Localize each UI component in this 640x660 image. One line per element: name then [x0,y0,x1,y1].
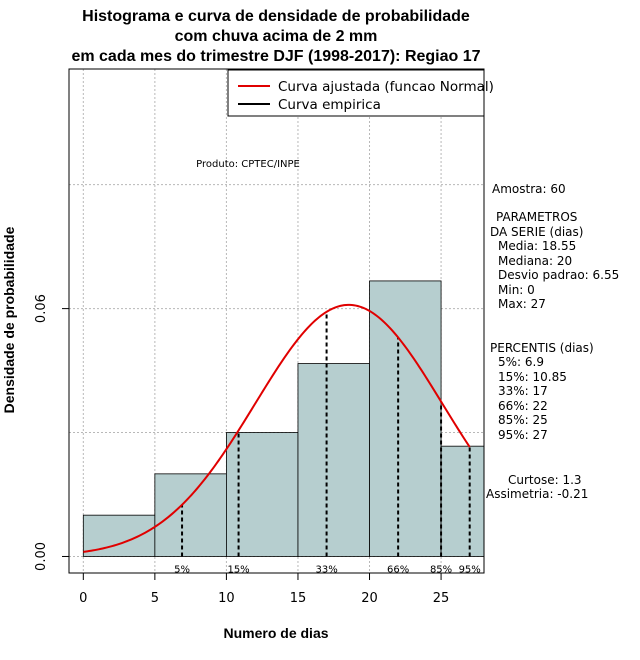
histogram-bar [226,432,299,557]
x-tick-label: 0 [79,591,87,606]
percentile-label: 15% [227,564,249,575]
stat-p5: 5%: 6.9 [498,355,544,369]
x-tick-label: 15 [290,591,307,606]
y-tick-label: 0.00 [34,542,49,571]
histogram-bar [154,473,227,557]
chart-title-line-2: com chuva acima de 2 mm [175,28,378,45]
stat-max: Max: 27 [498,297,546,311]
stat-desvio: Desvio padrao: 6.55 [498,268,619,282]
x-axis: 0 5 10 15 20 25 [79,572,450,606]
stat-curtose: Curtose: 1.3 [508,473,582,487]
y-axis-title: Densidade de probabilidade [1,226,17,413]
stat-mediana: Mediana: 20 [498,254,572,268]
stat-min: Min: 0 [498,283,535,297]
chart-title-line-1: Histograma e curva de densidade de proba… [82,8,470,25]
product-note: Produto: CPTEC/INPE [196,159,300,170]
histogram-bar [369,280,442,557]
legend-label-fit: Curva ajustada (funcao Normal) [278,79,494,95]
y-tick-label: 0.06 [34,294,49,323]
percentile-label: 33% [315,564,337,575]
chart-title-line-3: em cada mes do trimestre DJF (1998-2017)… [71,48,480,65]
stat-p85: 85%: 25 [498,413,548,427]
stat-assimetria: Assimetria: -0.21 [486,487,588,501]
y-axis: 0.00 0.06 [34,294,69,571]
legend-box [227,69,485,117]
stat-p95: 95%: 27 [498,428,548,442]
stat-amostra: Amostra: 60 [492,182,566,196]
percentile-label: 5% [174,564,190,575]
stat-param-title-2: DA SERIE (dias) [490,225,583,239]
percentile-label: 95% [459,564,481,575]
stats-panel: Amostra: 60 PARAMETROS DA SERIE (dias) M… [486,182,619,501]
percentile-label: 85% [430,564,452,575]
x-axis-title: Numero de dias [223,625,328,641]
percentile-markers: 5% 15% 33% 66% 85% 95% [174,311,481,575]
stat-p33: 33%: 17 [498,384,548,398]
x-tick-label: 20 [361,591,378,606]
x-tick-label: 10 [218,591,235,606]
legend-label-empirical: Curva empirica [278,97,381,113]
x-tick-label: 25 [433,591,450,606]
histogram-bar [440,445,485,557]
stat-media: Media: 18.55 [498,239,576,253]
stat-p15: 15%: 10.85 [498,370,567,384]
normal-fit-curve [83,303,471,553]
stat-p66: 66%: 22 [498,399,548,413]
histogram-bar [297,363,370,557]
legend: Curva ajustada (funcao Normal) Curva emp… [227,69,494,117]
percentile-label: 66% [387,564,409,575]
histogram-bars [82,280,485,557]
stat-percentis-title: PERCENTIS (dias) [490,341,594,355]
stat-param-title-1: PARAMETROS [496,210,577,224]
x-tick-label: 5 [151,591,159,606]
